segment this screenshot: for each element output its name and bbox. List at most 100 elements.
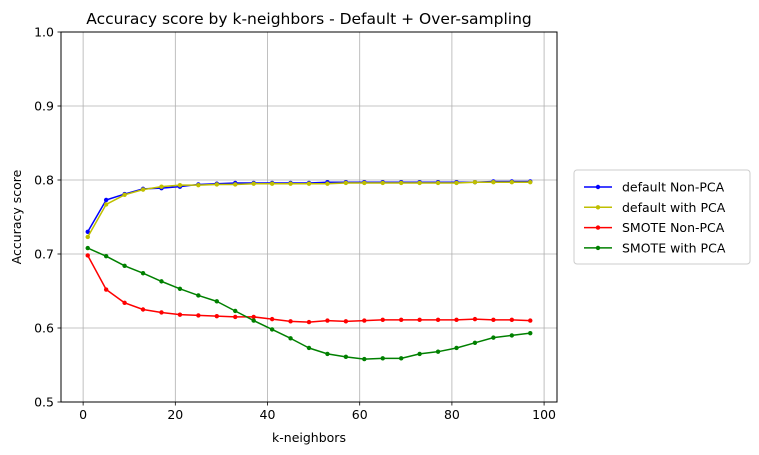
data-point (177, 312, 183, 317)
x-tick-label: 100 (532, 407, 556, 422)
data-point (159, 184, 164, 189)
data-point (103, 287, 109, 292)
y-tick-label: 1.0 (34, 25, 54, 40)
data-point (196, 293, 201, 298)
data-point (509, 317, 515, 323)
plot-lines (85, 179, 533, 362)
legend-point-marker (595, 184, 601, 190)
data-point (491, 180, 496, 185)
x-tick-label: 0 (79, 407, 87, 422)
data-point (472, 316, 478, 322)
data-point (251, 314, 256, 320)
data-point (380, 180, 385, 186)
data-point (509, 180, 515, 185)
legend-item: SMOTE with PCA (584, 240, 726, 255)
data-point (325, 351, 330, 357)
data-point (269, 327, 275, 332)
data-point (103, 254, 109, 259)
legend-point-marker (595, 225, 601, 230)
y-tick-label: 0.5 (34, 395, 54, 410)
data-point (491, 317, 496, 323)
chart-title: Accuracy score by k-neighbors - Default … (86, 10, 531, 28)
plot-area-frame (60, 31, 558, 403)
legend-item: default with PCA (584, 200, 726, 215)
data-point (398, 317, 404, 323)
grid-lines (61, 31, 557, 403)
data-point (398, 356, 404, 361)
data-point (140, 187, 146, 192)
series-default-with-pca (85, 180, 533, 240)
data-point (362, 318, 367, 323)
data-point (417, 351, 422, 357)
data-point (177, 182, 183, 188)
data-point (122, 300, 127, 306)
data-point (306, 181, 312, 186)
data-point (380, 317, 385, 323)
data-point (233, 308, 238, 314)
data-point (306, 345, 312, 351)
data-point (214, 313, 220, 319)
data-point (435, 317, 441, 323)
data-point (159, 310, 164, 315)
y-tick-label: 0.9 (34, 99, 54, 114)
data-point (528, 180, 533, 185)
data-point (417, 317, 422, 323)
data-point (103, 197, 109, 203)
data-point (140, 271, 146, 276)
legend-label: SMOTE with PCA (622, 240, 726, 255)
x-tick-label: 20 (167, 407, 183, 422)
data-point (288, 181, 293, 186)
data-point (288, 336, 293, 341)
legend-point-marker (595, 245, 601, 251)
data-point (196, 313, 201, 318)
data-point (122, 192, 127, 197)
y-axis-label: Accuracy score (9, 169, 24, 264)
legend-item: default Non-PCA (584, 180, 725, 195)
data-point (435, 180, 441, 186)
data-point (251, 181, 256, 186)
data-point (343, 319, 349, 324)
data-point (472, 180, 478, 185)
data-point (233, 182, 238, 187)
axis-ticks: 0 20 40 60 80 100 0.5 0.6 0.7 0.8 0.9 1.0 (34, 25, 556, 423)
data-point (251, 318, 256, 323)
data-point (509, 333, 515, 338)
data-point (233, 314, 238, 320)
series-smote-with-pca (85, 245, 533, 362)
data-point (288, 319, 293, 324)
y-tick-label: 0.6 (34, 321, 54, 336)
y-tick-label: 0.7 (34, 247, 54, 262)
data-point (435, 349, 441, 354)
data-point (85, 253, 90, 258)
data-point (196, 182, 201, 188)
legend-box (573, 169, 751, 265)
data-point (380, 356, 385, 361)
data-point (325, 318, 330, 323)
legend-point-marker (595, 205, 601, 210)
data-point (343, 180, 349, 186)
data-point (454, 345, 459, 351)
data-point (528, 318, 533, 323)
legend-item: SMOTE Non-PCA (584, 220, 725, 235)
data-point (177, 286, 183, 291)
data-point (472, 340, 478, 345)
data-point (269, 316, 275, 322)
data-point (159, 279, 164, 284)
data-point (362, 180, 367, 186)
data-point (269, 181, 275, 186)
x-tick-label: 40 (260, 407, 276, 422)
data-point (398, 180, 404, 186)
data-point (214, 299, 220, 304)
series-smote-non-pca (85, 253, 533, 325)
x-tick-label: 80 (444, 407, 460, 422)
data-point (85, 229, 90, 234)
x-tick-label: 60 (352, 407, 368, 422)
data-point (140, 307, 146, 312)
data-point (122, 263, 127, 269)
data-point (306, 319, 312, 325)
data-point (454, 180, 459, 186)
legend-label: default Non-PCA (622, 180, 725, 195)
legend-label: SMOTE Non-PCA (622, 220, 725, 235)
data-point (85, 245, 90, 251)
